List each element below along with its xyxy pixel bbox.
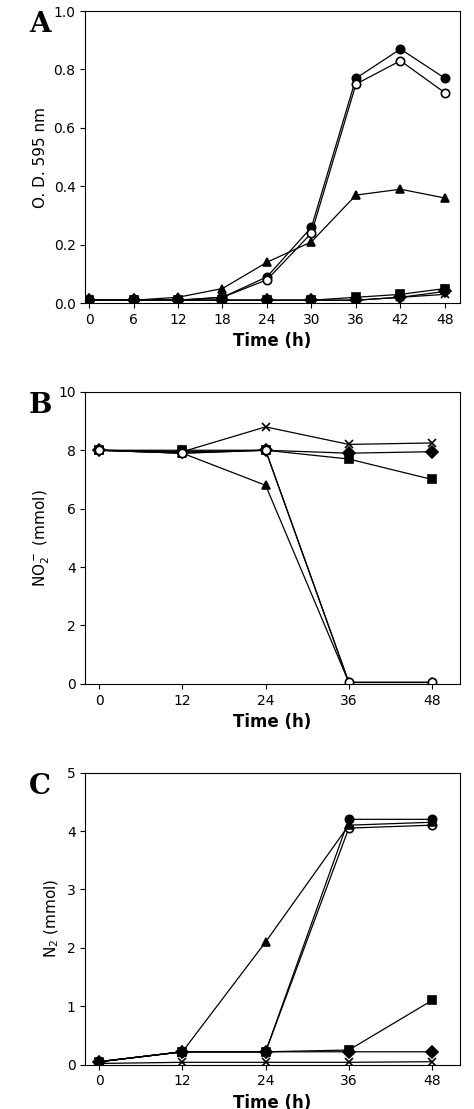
Text: C: C xyxy=(29,773,51,800)
Text: B: B xyxy=(29,391,53,419)
X-axis label: Time (h): Time (h) xyxy=(233,333,312,350)
X-axis label: Time (h): Time (h) xyxy=(233,1093,312,1109)
X-axis label: Time (h): Time (h) xyxy=(233,713,312,731)
Text: A: A xyxy=(29,11,51,38)
Y-axis label: N$_2$ (mmol): N$_2$ (mmol) xyxy=(43,879,61,958)
Y-axis label: NO$_2^-$ (mmol): NO$_2^-$ (mmol) xyxy=(32,489,53,587)
Y-axis label: O. D. 595 nm: O. D. 595 nm xyxy=(33,106,48,207)
